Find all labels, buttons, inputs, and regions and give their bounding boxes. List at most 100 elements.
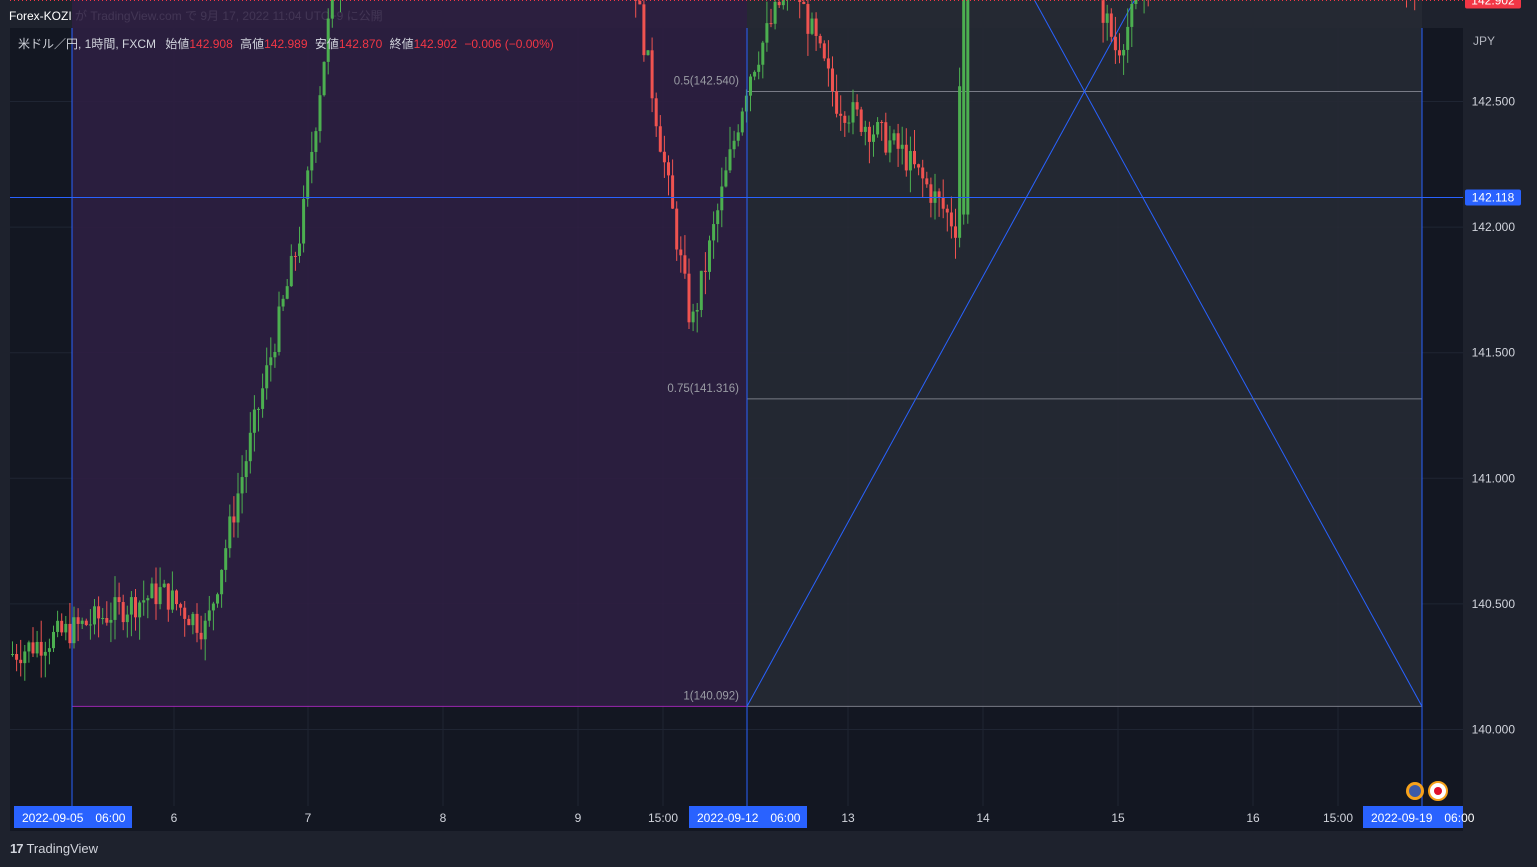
candle-body (744, 95, 748, 112)
candle-body (154, 583, 158, 605)
candle-body (269, 357, 273, 366)
candle-body (691, 311, 695, 323)
candle-body (945, 208, 949, 213)
candle (330, 0, 334, 28)
candle-body (937, 191, 941, 198)
candle-body (954, 226, 957, 238)
candle-body (162, 583, 166, 588)
candle (252, 395, 256, 452)
candle-body (68, 623, 72, 644)
candle-body (900, 144, 904, 149)
candle (958, 67, 962, 248)
candle-body (835, 91, 839, 114)
candle (76, 608, 80, 642)
candle (277, 291, 281, 356)
candle-body (892, 133, 896, 141)
marker-lines (10, 0, 1463, 806)
candle (749, 74, 752, 112)
candle-body (1130, 3, 1134, 27)
candle (892, 129, 896, 145)
candle-body (728, 149, 732, 171)
candle (269, 337, 273, 382)
candle (340, 0, 341, 13)
candle-body (281, 298, 285, 307)
candle-body (822, 43, 826, 59)
candle-body (298, 243, 301, 256)
candle-body (843, 115, 847, 123)
candle-body (142, 600, 146, 603)
candle (1130, 0, 1134, 48)
fib-retracement (72, 0, 747, 707)
candle-body (662, 151, 666, 163)
candle (667, 155, 670, 196)
candle (72, 606, 76, 649)
candle (740, 107, 744, 136)
candle-body (708, 240, 711, 272)
candle (826, 40, 830, 87)
candle (925, 171, 929, 188)
candle (769, 8, 773, 28)
candle-body (314, 131, 318, 152)
candle (93, 598, 96, 635)
candle-body (1126, 26, 1130, 50)
candle-body (240, 477, 244, 494)
gann-diagonal-up (746, 0, 1136, 707)
candle (679, 236, 683, 273)
candle-body (679, 249, 683, 256)
candle-body (773, 1, 777, 24)
candle (310, 131, 314, 184)
candle-body (146, 598, 150, 601)
candle (125, 605, 129, 638)
candle-body (638, 0, 642, 5)
candle-body (121, 602, 125, 623)
candle (199, 615, 203, 650)
candle (798, 0, 802, 19)
candle (179, 602, 183, 616)
candle-body (712, 224, 716, 241)
candle-body (876, 121, 880, 135)
candle-body (43, 651, 47, 656)
candle-body (716, 210, 720, 225)
candle (900, 126, 904, 165)
candle (773, 0, 777, 30)
candle (753, 70, 757, 81)
candle (954, 208, 957, 259)
time-tick-label: 9 (575, 811, 582, 825)
candle-body (187, 618, 191, 626)
candle-body (814, 18, 818, 36)
candle-body (695, 310, 699, 312)
candle (39, 620, 43, 678)
candle (712, 211, 716, 259)
candle-body (929, 184, 933, 203)
candle (27, 640, 31, 663)
candle (170, 571, 174, 613)
candle (765, 1, 769, 52)
candle (937, 188, 941, 217)
tradingview-brand[interactable]: 17 TradingView (10, 841, 98, 856)
time-tick-label: 16 (1246, 811, 1260, 825)
candle (728, 126, 732, 173)
candle-body (667, 162, 670, 176)
candle-body (216, 594, 219, 604)
candle (207, 595, 211, 627)
candle (662, 135, 666, 178)
candle-body (675, 208, 679, 250)
candle-body (129, 597, 133, 615)
candle (1101, 0, 1105, 43)
candle-body (138, 602, 142, 618)
candle-body (113, 597, 117, 620)
candle-body (244, 461, 248, 478)
time-highlight-label: 2022-09-19 06:00 (1371, 811, 1475, 825)
candle-body (101, 618, 105, 620)
candle-body (207, 610, 211, 621)
candle (658, 115, 662, 153)
time-tick-label: 8 (440, 811, 447, 825)
candle (314, 127, 318, 163)
candle (220, 569, 224, 608)
price-tick-label: 140.000 (1472, 723, 1516, 737)
candle (847, 115, 851, 133)
time-highlight-label: 2022-09-12 06:00 (697, 811, 801, 825)
candle-body (175, 590, 178, 605)
ohlc-legend: 米ドル／円, 1時間, FXCM 始値142.908 高値142.989 安値1… (18, 35, 554, 52)
